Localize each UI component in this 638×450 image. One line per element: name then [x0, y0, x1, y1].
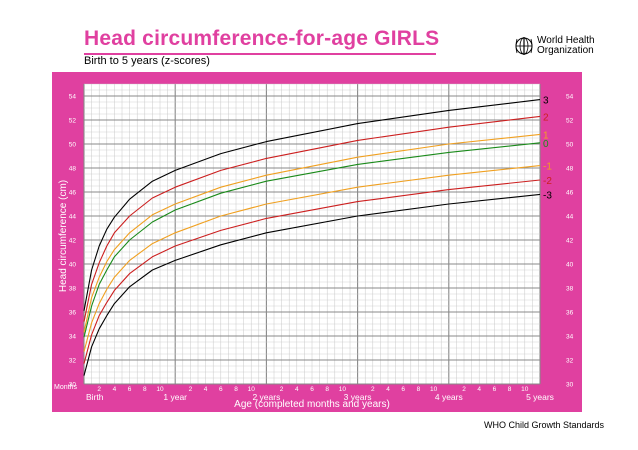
x-month-tick-label: 10 — [156, 386, 164, 393]
title-divider — [84, 53, 436, 55]
x-month-tick-label: 8 — [508, 386, 512, 393]
y-tick-label-left: 42 — [69, 238, 77, 245]
x-month-tick-label: 6 — [310, 386, 314, 393]
x-year-label: 4 years — [435, 392, 463, 402]
x-month-tick-label: 10 — [521, 386, 529, 393]
page-subtitle: Birth to 5 years (z-scores) — [84, 55, 210, 67]
x-month-tick-label: 10 — [339, 386, 347, 393]
y-tick-label-right: 34 — [566, 334, 574, 341]
z-score-label-1: 1 — [543, 130, 549, 141]
org-name-line1: World Health — [537, 35, 595, 46]
y-tick-label-left: 36 — [69, 310, 77, 317]
z-score-label-3: 3 — [543, 96, 549, 107]
z-score-curve--1 — [83, 165, 541, 352]
x-month-tick-label: 2 — [189, 386, 193, 393]
y-tick-label-right: 46 — [566, 190, 574, 197]
z-score-curve--3 — [83, 193, 541, 376]
y-tick-label-right: 32 — [566, 358, 574, 365]
y-tick-label-right: 38 — [566, 286, 574, 293]
y-tick-label-right: 36 — [566, 310, 574, 317]
y-tick-label-right: 30 — [566, 382, 574, 389]
who-logo: World Health Organization — [514, 36, 595, 56]
x-month-tick-label: 10 — [430, 386, 438, 393]
z-score-curve-2 — [83, 115, 541, 322]
y-tick-label-right: 40 — [566, 262, 574, 269]
y-axis-label: Head circumference (cm) — [58, 180, 69, 292]
series-layer — [83, 99, 541, 376]
y-tick-label-left: 50 — [69, 142, 77, 149]
footer-credit: WHO Child Growth Standards — [484, 420, 605, 430]
y-tick-label-right: 42 — [566, 238, 574, 245]
grid — [83, 83, 541, 385]
y-tick-label-left: 54 — [69, 94, 77, 101]
z-score-label--2: -2 — [543, 176, 552, 187]
x-month-tick-label: 4 — [295, 386, 299, 393]
x-month-tick-label: 8 — [143, 386, 147, 393]
page-title: Head circumference-for-age GIRLS — [84, 27, 440, 50]
z-score-curve--2 — [83, 179, 541, 364]
y-tick-label-left: 46 — [69, 190, 77, 197]
x-month-tick-label: 4 — [477, 386, 481, 393]
x-month-tick-label: 2 — [97, 386, 101, 393]
z-score-curve-1 — [83, 133, 541, 333]
y-tick-label-left: 30 — [69, 382, 77, 389]
y-tick-label-right: 54 — [566, 94, 574, 101]
x-month-tick-label: 8 — [417, 386, 421, 393]
y-tick-label-left: 32 — [69, 358, 77, 365]
x-unit-label: Months — [54, 384, 77, 391]
y-tick-label-right: 44 — [566, 214, 574, 221]
x-month-tick-label: 2 — [371, 386, 375, 393]
y-tick-label-right: 50 — [566, 142, 574, 149]
x-month-tick-label: 4 — [113, 386, 117, 393]
z-score-curve-0 — [83, 142, 541, 338]
z-score-label-0: 0 — [543, 139, 549, 150]
z-score-label-2: 2 — [543, 112, 549, 123]
who-emblem-icon — [515, 37, 533, 55]
y-tick-label-left: 44 — [69, 214, 77, 221]
z-score-curve-3 — [83, 99, 541, 311]
x-year-label: 1 year — [163, 392, 187, 402]
x-month-tick-label: 8 — [325, 386, 329, 393]
x-month-tick-label: 6 — [401, 386, 405, 393]
x-month-tick-label: 4 — [386, 386, 390, 393]
x-month-tick-label: 6 — [493, 386, 497, 393]
y-tick-label-left: 38 — [69, 286, 77, 293]
z-score-label--1: -1 — [543, 162, 552, 173]
y-tick-label-left: 40 — [69, 262, 77, 269]
x-month-tick-label: 2 — [462, 386, 466, 393]
y-tick-label-left: 34 — [69, 334, 77, 341]
x-month-tick-label: 8 — [234, 386, 238, 393]
x-year-label: 3 years — [344, 392, 372, 402]
x-axis-label: Age (completed months and years) — [234, 399, 390, 410]
z-score-label--3: -3 — [543, 190, 552, 201]
x-month-tick-label: 2 — [280, 386, 284, 393]
x-month-tick-label: 6 — [219, 386, 223, 393]
x-month-tick-label: 6 — [128, 386, 132, 393]
x-year-label: Birth — [86, 392, 104, 402]
x-year-label: 2 years — [252, 392, 280, 402]
x-month-tick-label: 4 — [204, 386, 208, 393]
y-tick-label-right: 52 — [566, 118, 574, 125]
x-month-tick-label: 10 — [248, 386, 256, 393]
y-tick-label-right: 48 — [566, 166, 574, 173]
x-year-label: 5 years — [526, 392, 554, 402]
y-tick-label-left: 48 — [69, 166, 77, 173]
y-tick-label-left: 52 — [69, 118, 77, 125]
org-name-line2: Organization — [537, 45, 594, 56]
